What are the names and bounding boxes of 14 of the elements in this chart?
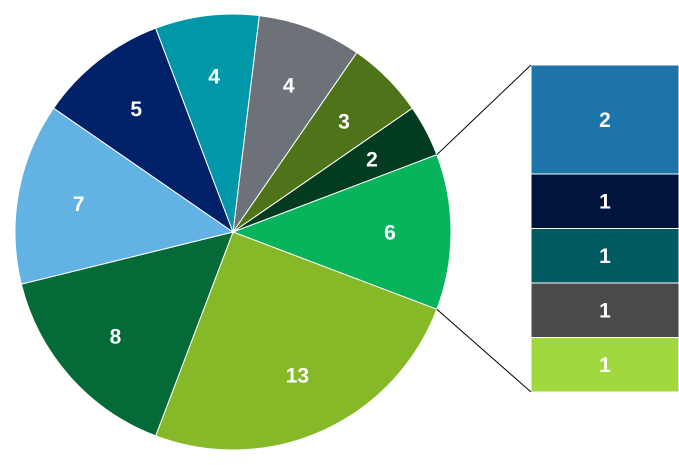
data-label: 2 — [366, 148, 378, 172]
data-label: 2 — [599, 108, 611, 132]
data-label: 4 — [282, 74, 295, 98]
data-label: 1 — [599, 354, 612, 378]
data-label: 1 — [599, 245, 612, 268]
data-label: 8 — [110, 325, 122, 348]
data-label: 6 — [384, 221, 396, 244]
data-label: 13 — [286, 364, 310, 388]
data-label: 1 — [599, 190, 612, 214]
data-label: 1 — [599, 300, 612, 323]
data-label: 5 — [130, 98, 142, 121]
data-label: 4 — [208, 66, 220, 89]
data-label: 7 — [72, 193, 84, 216]
data-label: 3 — [338, 110, 350, 134]
